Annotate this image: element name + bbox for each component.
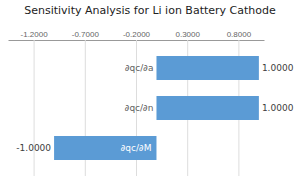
plot: -1.2000 -0.7000 -0.2000 0.3000 0.8000 -1.0000… (9, 30, 294, 176)
tick-label: 0.3000 (175, 30, 200, 39)
chart: Sensitivity Analysis for Li ion Battery … (0, 0, 300, 184)
tick-label: -0.7000 (72, 30, 100, 39)
tick-label: -0.2000 (123, 30, 151, 39)
bar (156, 56, 258, 80)
grid-line (34, 40, 35, 176)
labels: -1.0000 1.0000 1.0000 ∂qc/∂M ∂qc/∂n ∂qc/∂a (16, 63, 293, 153)
bar (156, 96, 258, 120)
bars (54, 56, 259, 160)
x-axis: -1.2000 -0.7000 -0.2000 0.3000 0.8000 (9, 30, 265, 176)
title: Sensitivity Analysis for Li ion Battery … (24, 4, 276, 17)
category-label: ∂qc/∂M (121, 143, 152, 153)
value-label: 1.0000 (262, 103, 294, 113)
tick-label: -1.2000 (21, 30, 49, 39)
value-label: -1.0000 (16, 143, 51, 153)
category-label: ∂qc/∂a (125, 63, 154, 73)
value-label: 1.0000 (262, 63, 294, 73)
bar (54, 136, 156, 160)
category-label: ∂qc/∂n (125, 103, 154, 113)
tick: -1.2000 (21, 30, 49, 176)
tick-label: 0.8000 (227, 30, 252, 39)
